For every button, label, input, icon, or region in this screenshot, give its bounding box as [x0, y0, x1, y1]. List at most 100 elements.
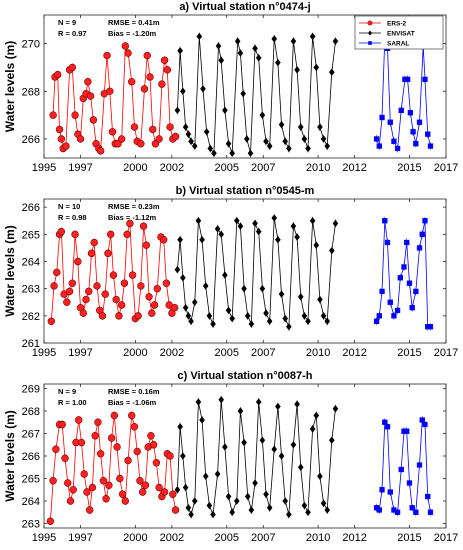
data-point	[275, 235, 281, 244]
data-point	[210, 320, 216, 328]
data-point	[222, 106, 228, 115]
x-tick-label: 2005	[214, 162, 238, 174]
x-tick-label: 2000	[123, 532, 147, 544]
series-envisat	[174, 214, 339, 331]
data-point	[52, 445, 60, 453]
data-point	[406, 480, 413, 486]
data-point	[69, 486, 77, 494]
data-point	[182, 483, 189, 492]
legend-label: ENVISAT	[387, 31, 415, 38]
data-point	[203, 127, 210, 136]
x-tick-label: 2010	[306, 347, 330, 359]
data-point	[87, 249, 96, 258]
data-point	[320, 499, 327, 508]
data-point	[282, 314, 289, 323]
data-point	[58, 420, 66, 429]
data-point	[74, 257, 82, 266]
data-point	[199, 235, 205, 244]
data-point	[65, 287, 74, 296]
legend-marker	[368, 30, 372, 36]
data-point	[103, 51, 111, 60]
data-point	[113, 443, 121, 451]
data-point	[99, 477, 108, 485]
data-point	[282, 497, 289, 505]
data-point	[171, 506, 180, 514]
data-point	[427, 509, 434, 515]
chart-title: a) Virtual station n°0474-j	[179, 1, 310, 13]
x-tick-label: 2007	[251, 347, 275, 359]
data-point	[255, 398, 262, 406]
data-point	[313, 63, 320, 72]
data-point	[409, 305, 415, 311]
data-point	[297, 292, 304, 301]
data-point	[233, 497, 240, 505]
data-point	[211, 149, 217, 158]
data-point	[301, 501, 308, 510]
data-point	[86, 92, 95, 100]
legend-label: SARAL	[387, 41, 409, 48]
data-point	[112, 295, 120, 304]
y-tick-label: 270	[22, 39, 40, 51]
series-line	[50, 415, 176, 522]
data-point	[134, 312, 142, 320]
data-point	[108, 128, 117, 136]
data-point	[116, 474, 124, 483]
data-point	[407, 110, 414, 116]
data-point	[128, 411, 136, 420]
x-tick-label: 2000	[123, 347, 147, 359]
series-line	[50, 223, 176, 322]
data-point	[177, 422, 183, 431]
data-point	[416, 119, 423, 125]
data-point	[61, 454, 69, 462]
data-point	[225, 139, 232, 148]
x-tick-label: 2002	[160, 532, 184, 544]
data-point	[130, 423, 139, 431]
x-tick-label: 2000	[123, 162, 147, 174]
data-point	[84, 78, 92, 86]
data-point	[180, 87, 186, 96]
data-point	[317, 123, 323, 131]
data-point	[79, 309, 87, 317]
data-point	[191, 298, 198, 307]
data-point	[121, 42, 130, 50]
data-point	[317, 295, 323, 304]
series-saral	[373, 216, 434, 331]
data-point	[285, 322, 292, 331]
data-point	[309, 425, 316, 433]
y-tick-label: 266	[22, 202, 40, 214]
data-point	[391, 313, 397, 319]
data-point	[195, 216, 202, 225]
data-point	[332, 37, 339, 46]
data-point	[124, 456, 132, 465]
stat-n: N = 9	[58, 18, 76, 27]
x-tick-label: 2012	[342, 532, 366, 544]
data-point	[237, 407, 244, 415]
data-point	[214, 470, 221, 478]
data-point	[93, 282, 101, 290]
data-point	[394, 145, 401, 152]
y-tick-label: 264	[22, 256, 40, 268]
y-tick-label: 267	[22, 429, 40, 441]
data-point	[102, 495, 110, 503]
data-point	[285, 144, 292, 153]
data-point	[237, 222, 244, 230]
data-point	[149, 441, 158, 449]
x-tick-label: 1997	[68, 162, 92, 174]
data-point	[177, 235, 183, 244]
data-point	[413, 141, 419, 147]
data-point	[275, 58, 281, 67]
data-point	[229, 314, 236, 323]
x-tick-label: 2017	[434, 532, 458, 544]
data-point	[85, 506, 94, 514]
data-point	[146, 73, 154, 81]
data-point	[398, 466, 404, 473]
data-point	[425, 493, 431, 500]
data-point	[305, 508, 311, 517]
x-tick-label: 2017	[434, 347, 458, 359]
stat-rmse: RMSE = 0.41m	[108, 18, 160, 27]
data-point	[259, 284, 266, 293]
data-point	[233, 216, 240, 225]
plot-frame	[43, 198, 447, 344]
data-point	[404, 428, 410, 434]
data-point	[309, 32, 316, 41]
